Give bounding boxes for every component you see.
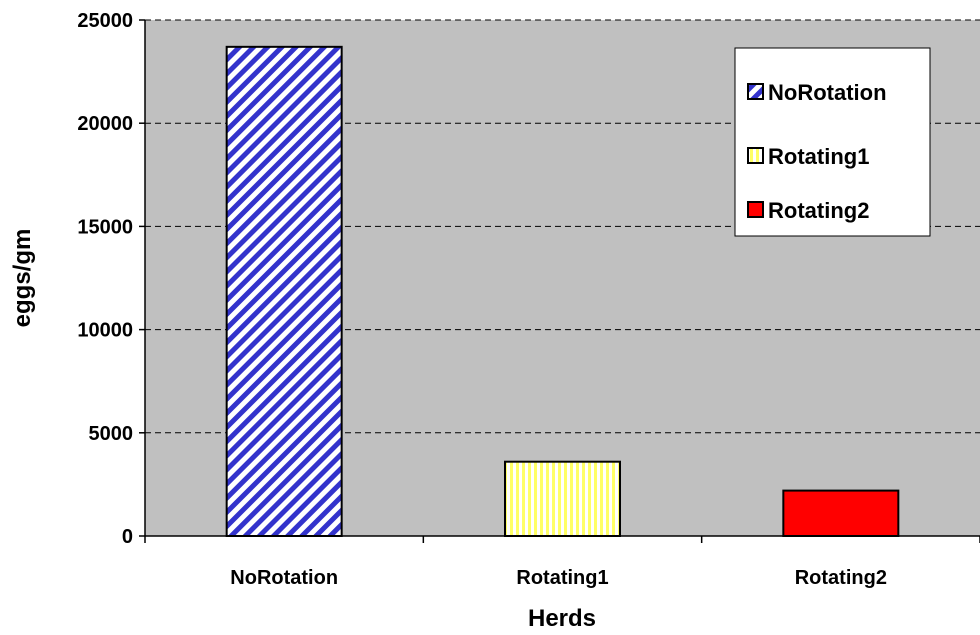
y-tick-label: 15000 — [77, 216, 133, 238]
legend-label: Rotating1 — [768, 144, 869, 169]
legend: NoRotation Rotating1 Rotating2 — [734, 47, 931, 237]
y-tick-label: 20000 — [77, 113, 133, 135]
x-tick-label: Rotating1 — [516, 567, 608, 589]
x-tick-label: Rotating2 — [795, 567, 887, 589]
x-tick-label: NoRotation — [230, 567, 338, 589]
y-axis-title: eggs/gm — [9, 229, 36, 328]
bar-rotating2 — [782, 489, 900, 538]
y-tick-label: 0 — [122, 526, 133, 548]
legend-box — [734, 47, 931, 237]
bar-norotation — [225, 45, 343, 537]
axes — [139, 19, 980, 543]
bar-rotating1 — [504, 460, 621, 538]
legend-label: NoRotation — [768, 80, 887, 105]
legend-swatch-rotating2 — [747, 201, 764, 218]
y-tick-label: 10000 — [77, 320, 133, 342]
bars — [225, 45, 900, 538]
legend-label: Rotating2 — [768, 198, 869, 223]
x-tick-labels: NoRotation Rotating1 Rotating2 — [230, 567, 887, 589]
x-axis-title: Herds — [528, 605, 596, 632]
legend-swatch-rotating1 — [747, 147, 764, 164]
y-tick-label: 5000 — [89, 423, 134, 445]
legend-swatch-norotation — [747, 83, 764, 100]
y-tick-label: 25000 — [77, 10, 133, 32]
y-tick-labels: 0 5000 10000 15000 20000 25000 — [77, 10, 133, 548]
